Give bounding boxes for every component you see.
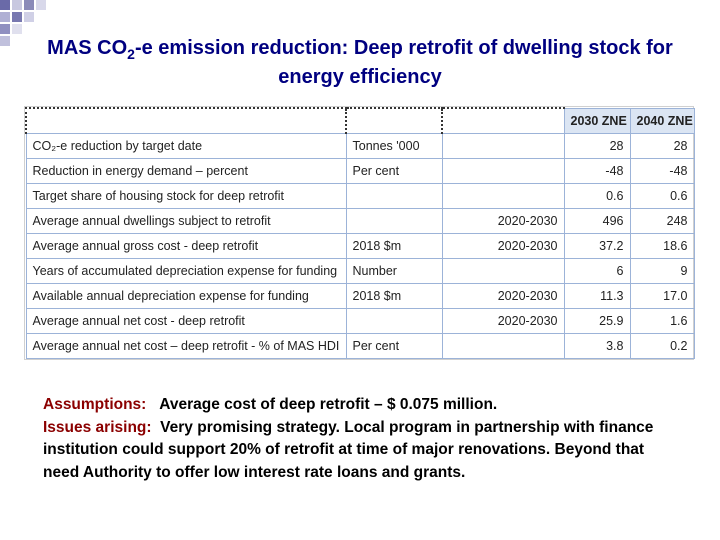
row-label-cell: Target share of housing stock for deep r… [26, 184, 346, 209]
data-table: 2030 ZNE 2040 ZNE CO₂-e reduction by tar… [25, 107, 695, 359]
row-unit-cell: 2018 $m [346, 284, 442, 309]
table-header-row: 2030 ZNE 2040 ZNE [26, 108, 694, 134]
row-unit-cell [346, 309, 442, 334]
row-label-cell: Average annual dwellings subject to retr… [26, 209, 346, 234]
assumptions-line: Assumptions: Average cost of deep retrof… [43, 394, 683, 417]
data-table-container: 2030 ZNE 2040 ZNE CO₂-e reduction by tar… [24, 106, 694, 360]
row-2040-cell: 28 [630, 134, 694, 159]
assumptions-label: Assumptions: [43, 396, 146, 413]
row-unit-cell [346, 184, 442, 209]
row-2040-cell: 18.6 [630, 234, 694, 259]
row-label-cell: Average annual net cost - deep retrofit [26, 309, 346, 334]
row-2030-cell: -48 [564, 159, 630, 184]
header-cell-unit [346, 108, 442, 134]
header-cell-label [26, 108, 346, 134]
row-unit-cell: 2018 $m [346, 234, 442, 259]
table-row: CO₂-e reduction by target date Tonnes '00… [26, 134, 694, 159]
row-2040-cell: -48 [630, 159, 694, 184]
table-row: Target share of housing stock for deep r… [26, 184, 694, 209]
assumptions-text: Average cost of deep retrofit – $ 0.075 … [159, 396, 497, 413]
row-2030-cell: 28 [564, 134, 630, 159]
row-period-cell [442, 134, 564, 159]
row-2040-cell: 17.0 [630, 284, 694, 309]
row-period-cell: 2020-2030 [442, 234, 564, 259]
header-cell-period [442, 108, 564, 134]
table-row: Years of accumulated depreciation expens… [26, 259, 694, 284]
title-part2: -e emission reduction: Deep retrofit of … [135, 37, 673, 88]
header-cell-2040: 2040 ZNE [630, 108, 694, 134]
row-2030-cell: 37.2 [564, 234, 630, 259]
row-label-cell: Reduction in energy demand – percent [26, 159, 346, 184]
row-unit-cell [346, 209, 442, 234]
title-subscript: 2 [127, 46, 135, 62]
row-2030-cell: 11.3 [564, 284, 630, 309]
row-2040-cell: 248 [630, 209, 694, 234]
table-row: Average annual dwellings subject to retr… [26, 209, 694, 234]
row-period-cell [442, 334, 564, 359]
row-2030-cell: 496 [564, 209, 630, 234]
table-row: Average annual net cost - deep retrofit 2… [26, 309, 694, 334]
row-unit-cell: Per cent [346, 334, 442, 359]
row-label-cell: CO₂-e reduction by target date [26, 134, 346, 159]
row-unit-cell: Number [346, 259, 442, 284]
table-row: Average annual gross cost - deep retrofi… [26, 234, 694, 259]
table-row: Reduction in energy demand – percent Per … [26, 159, 694, 184]
issues-line: Issues arising: Very promising strategy.… [43, 417, 683, 485]
row-period-cell: 2020-2030 [442, 309, 564, 334]
issues-label: Issues arising: [43, 419, 152, 436]
row-2040-cell: 1.6 [630, 309, 694, 334]
row-label-cell: Average annual gross cost - deep retrofi… [26, 234, 346, 259]
row-2030-cell: 0.6 [564, 184, 630, 209]
row-2030-cell: 3.8 [564, 334, 630, 359]
row-period-cell: 2020-2030 [442, 284, 564, 309]
table-row: Available annual depreciation expense fo… [26, 284, 694, 309]
row-period-cell: 2020-2030 [442, 209, 564, 234]
row-period-cell [442, 184, 564, 209]
table-row: Average annual net cost – deep retrofit … [26, 334, 694, 359]
row-period-cell [442, 159, 564, 184]
row-unit-cell: Per cent [346, 159, 442, 184]
row-label-cell: Average annual net cost – deep retrofit … [26, 334, 346, 359]
row-period-cell [442, 259, 564, 284]
row-2030-cell: 6 [564, 259, 630, 284]
title-part1: MAS CO [47, 37, 127, 59]
row-2040-cell: 9 [630, 259, 694, 284]
row-2030-cell: 25.9 [564, 309, 630, 334]
row-label-cell: Available annual depreciation expense fo… [26, 284, 346, 309]
row-2040-cell: 0.6 [630, 184, 694, 209]
header-cell-2030: 2030 ZNE [564, 108, 630, 134]
slide-title: MAS CO2-e emission reduction: Deep retro… [40, 34, 680, 92]
row-unit-cell: Tonnes '000 [346, 134, 442, 159]
notes-block: Assumptions: Average cost of deep retrof… [43, 394, 683, 484]
row-2040-cell: 0.2 [630, 334, 694, 359]
row-label-cell: Years of accumulated depreciation expens… [26, 259, 346, 284]
